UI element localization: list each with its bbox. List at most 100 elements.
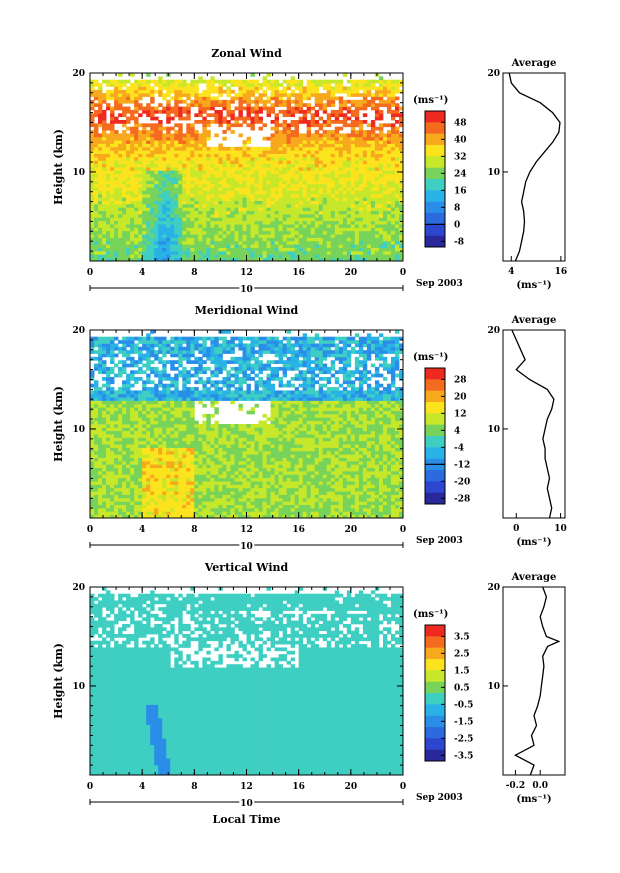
heatmap-cell <box>230 207 235 212</box>
heatmap-cell <box>122 89 127 94</box>
heatmap-cell <box>362 150 368 154</box>
heatmap-cell <box>198 257 203 262</box>
heatmap-cell <box>194 190 199 195</box>
heatmap-cell <box>154 420 159 425</box>
heatmap-cell <box>154 224 159 228</box>
heatmap-cell <box>262 183 267 188</box>
heatmap-cell <box>142 109 147 114</box>
heatmap-cell <box>354 130 360 134</box>
heatmap-cell <box>182 200 187 205</box>
heatmap-cell <box>178 113 183 118</box>
heatmap-cell <box>330 230 336 235</box>
heatmap-cell <box>142 507 147 512</box>
heatmap-cell <box>166 484 171 489</box>
heatmap-cell <box>134 234 139 238</box>
heatmap-cell <box>146 346 151 351</box>
heatmap-cell <box>114 460 119 465</box>
heatmap-cell <box>138 257 143 262</box>
heatmap-cell <box>94 390 99 395</box>
heatmap-cell <box>134 224 139 228</box>
heatmap-cell <box>274 183 279 188</box>
heatmap-cell <box>382 177 388 181</box>
heatmap-cell <box>270 93 275 97</box>
heatmap-cell <box>110 440 115 445</box>
heatmap-cell <box>150 450 155 455</box>
heatmap-cell <box>114 487 119 492</box>
heatmap-cell <box>338 126 344 131</box>
heatmap-cell <box>338 207 344 212</box>
heatmap-cell <box>122 501 127 505</box>
heatmap-cell <box>130 136 135 141</box>
heatmap-cell <box>206 234 211 238</box>
heatmap-cell <box>90 106 95 111</box>
heatmap-cell <box>142 353 147 358</box>
heatmap-cell <box>218 83 223 87</box>
heatmap-cell <box>162 484 167 489</box>
heatmap-cell <box>334 183 340 188</box>
heatmap-cell <box>150 210 155 215</box>
heatmap-cell <box>262 230 267 235</box>
heatmap-cell <box>194 180 199 185</box>
heatmap-cell <box>98 454 103 458</box>
heatmap-cell <box>382 150 388 154</box>
heatmap-cell <box>258 214 263 218</box>
heatmap-cell <box>338 89 344 94</box>
heatmap-cell <box>354 123 360 128</box>
heatmap-cell <box>358 86 364 91</box>
heatmap-cell <box>342 103 348 107</box>
heatmap-cell <box>150 403 155 408</box>
heatmap-cell <box>206 207 211 212</box>
heatmap-cell <box>102 340 107 344</box>
heatmap-cell <box>214 190 219 195</box>
heatmap-cell <box>334 109 340 114</box>
heatmap-cell <box>226 99 231 104</box>
heatmap-cell <box>382 103 388 107</box>
heatmap-cell <box>350 224 356 228</box>
heatmap-cell <box>126 514 131 519</box>
heatmap-cell <box>290 217 296 222</box>
heatmap-cell <box>170 89 175 94</box>
heatmap-cell <box>246 89 251 94</box>
heatmap-cell <box>350 163 356 168</box>
heatmap-cell <box>214 197 219 201</box>
heatmap-cell <box>386 234 392 238</box>
heatmap-cell <box>134 140 139 144</box>
heatmap-cell <box>162 501 167 505</box>
heatmap-cell <box>266 173 271 178</box>
heatmap-cell <box>150 420 155 425</box>
heatmap-cell <box>210 163 215 168</box>
heatmap-cell <box>274 200 279 205</box>
heatmap-cell <box>382 217 388 222</box>
heatmap-cell <box>94 234 99 238</box>
heatmap-cell <box>106 227 111 232</box>
heatmap-cell <box>274 214 279 218</box>
heatmap-cell <box>154 177 159 181</box>
heatmap-cell <box>138 474 143 479</box>
heatmap-cell <box>350 180 356 185</box>
heatmap-cell <box>290 227 296 232</box>
heatmap-cell <box>390 143 396 148</box>
heatmap-cell <box>178 93 183 97</box>
heatmap-cell <box>266 203 271 208</box>
heatmap-cell <box>346 200 352 205</box>
heatmap-cell <box>338 244 344 248</box>
day-bar-ends <box>89 285 404 291</box>
heatmap-cell <box>102 247 107 252</box>
heatmap-cell <box>334 247 340 252</box>
heatmap-cell <box>182 203 187 208</box>
heatmap-cell <box>194 220 199 225</box>
heatmap-cell <box>138 417 143 422</box>
heatmap-cell <box>258 257 263 262</box>
heatmap-cell <box>106 214 111 218</box>
heatmap-cell <box>262 210 267 215</box>
heatmap-cell <box>90 346 95 351</box>
heatmap-cell <box>158 511 163 516</box>
heatmap-cell <box>162 387 167 391</box>
heatmap-cell <box>110 254 115 259</box>
heatmap-cell <box>110 420 115 425</box>
heatmap-cell <box>326 89 332 94</box>
heatmap-cell <box>154 407 159 411</box>
heatmap-cell <box>214 167 219 171</box>
heatmap-cell <box>162 214 167 218</box>
heatmap-cell <box>270 79 275 84</box>
